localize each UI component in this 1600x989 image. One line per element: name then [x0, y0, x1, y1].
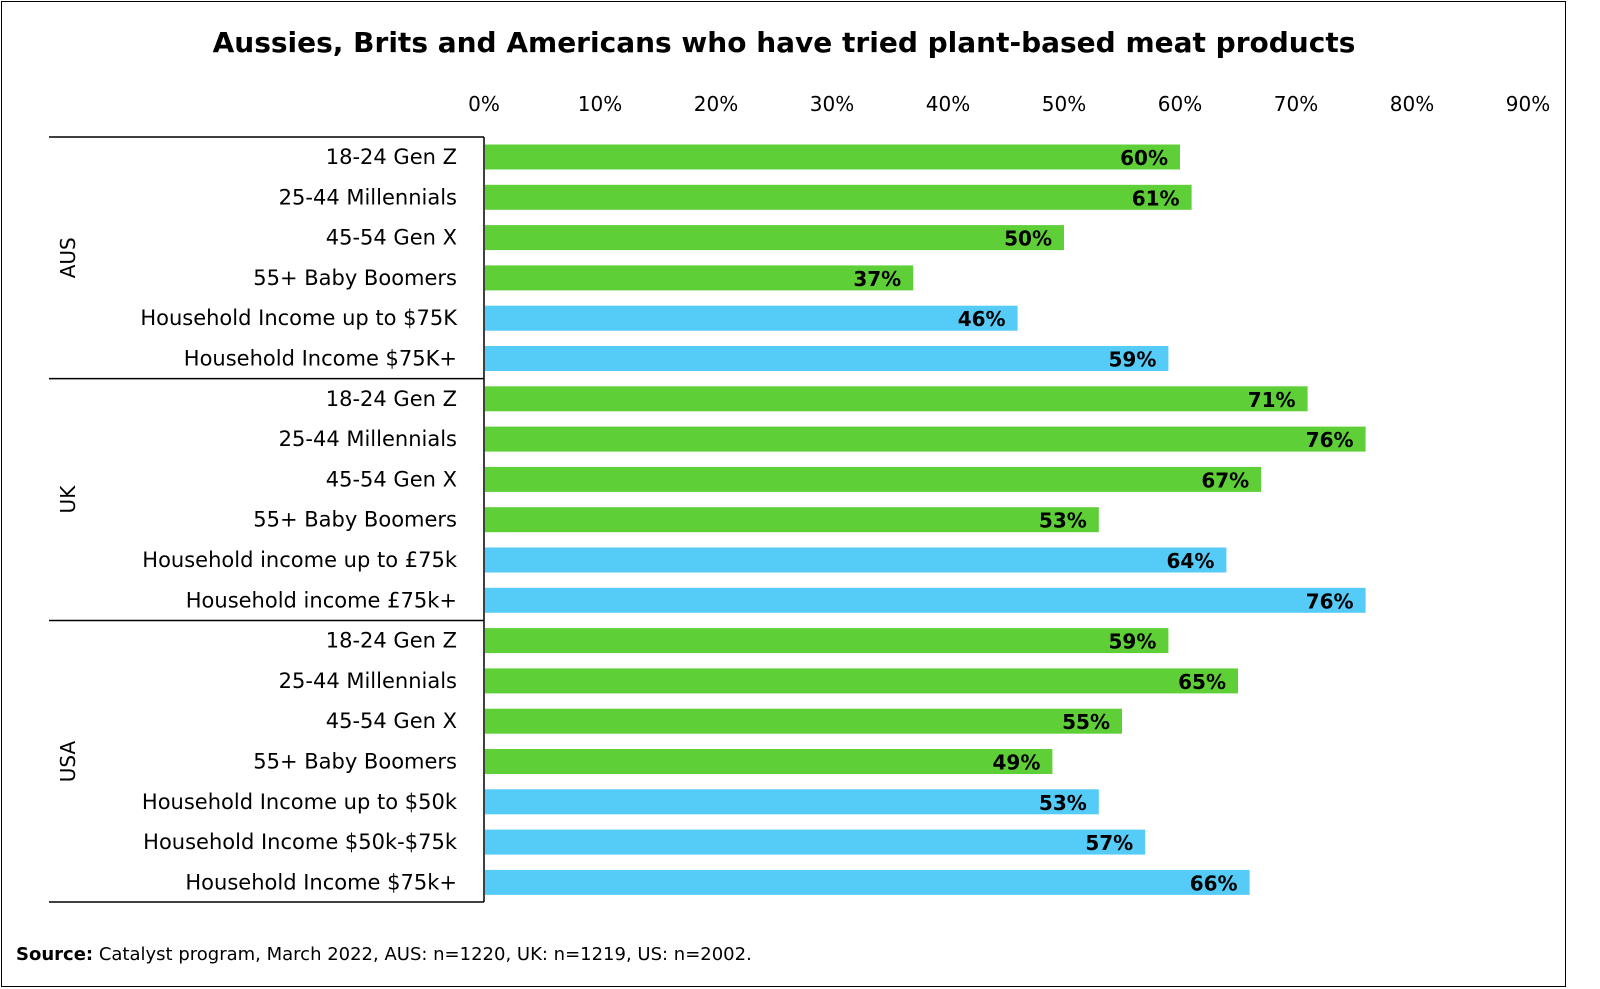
- category-label: Household Income up to $75K: [140, 306, 458, 330]
- axis-lines: [49, 136, 485, 903]
- x-tick-label: 90%: [1506, 92, 1550, 116]
- bar-usa-generation: [485, 668, 1238, 694]
- bar-usa-generation: [485, 749, 1053, 774]
- bar-uk-generation: [485, 426, 1366, 452]
- bars: [485, 144, 1366, 895]
- category-label: Household income up to £75k: [142, 548, 458, 572]
- bar-usa-generation: [485, 628, 1169, 654]
- category-label: 25-44 Millennials: [279, 427, 457, 451]
- bar-uk-generation: [485, 507, 1099, 533]
- bar-uk-generation: [485, 386, 1308, 412]
- data-label: 46%: [958, 307, 1006, 331]
- source-note: Source: Catalyst program, March 2022, AU…: [16, 944, 752, 965]
- category-label: Household Income up to $50k: [142, 790, 458, 814]
- data-label: 65%: [1178, 670, 1226, 694]
- bar-aus-generation: [485, 265, 914, 291]
- bar-usa-generation: [485, 708, 1122, 734]
- x-tick-label: 40%: [926, 92, 970, 116]
- category-label: 45-54 Gen X: [326, 467, 457, 491]
- source-label: Source:: [16, 944, 94, 965]
- x-tick-label: 30%: [810, 92, 854, 116]
- category-label: Household Income $50k-$75k: [143, 830, 458, 854]
- data-label: 49%: [993, 751, 1041, 775]
- x-tick-label: 10%: [578, 92, 622, 116]
- data-label: 71%: [1248, 388, 1296, 412]
- data-label: 61%: [1132, 186, 1180, 210]
- bar-usa-income: [485, 869, 1250, 895]
- bar-uk-income: [485, 587, 1366, 613]
- bar-aus-generation: [485, 144, 1180, 170]
- data-label: 59%: [1109, 348, 1157, 372]
- category-label: 18-24 Gen Z: [326, 387, 457, 411]
- category-label: 25-44 Millennials: [279, 185, 457, 209]
- group-label-usa: USA: [56, 740, 80, 782]
- data-label: 76%: [1306, 428, 1354, 452]
- source-text: Catalyst program, March 2022, AUS: n=122…: [93, 944, 752, 965]
- chart-frame: [1, 1, 1566, 987]
- data-labels: 60% 61% 50% 37% 46% 59% 71% 76% 67% 53% 64% 76% 59% 6…: [853, 146, 1353, 895]
- bar-aus-income: [485, 346, 1169, 371]
- x-tick-label: 80%: [1390, 92, 1434, 116]
- category-labels: 18-24 Gen Z 25-44 Millennials 45-54 Gen X 5…: [140, 145, 458, 894]
- data-label: 60%: [1120, 146, 1168, 170]
- bar-uk-generation: [485, 466, 1262, 492]
- data-label: 53%: [1039, 509, 1087, 533]
- category-label: 55+ Baby Boomers: [253, 266, 457, 290]
- data-label: 55%: [1062, 710, 1110, 734]
- data-label: 64%: [1167, 549, 1215, 573]
- category-label: 55+ Baby Boomers: [253, 508, 457, 532]
- group-label-aus: AUS: [56, 237, 80, 278]
- data-label: 76%: [1306, 589, 1354, 613]
- data-label: 66%: [1190, 871, 1238, 895]
- category-label: 18-24 Gen Z: [326, 145, 457, 169]
- category-label: 45-54 Gen X: [326, 709, 457, 733]
- category-label: 25-44 Millennials: [279, 669, 457, 693]
- data-label: 57%: [1085, 831, 1133, 855]
- bar-usa-income: [485, 829, 1146, 855]
- group-label-uk: UK: [56, 485, 80, 514]
- x-tick-label: 60%: [1158, 92, 1202, 116]
- category-label: 55+ Baby Boomers: [253, 750, 457, 774]
- category-label: 45-54 Gen X: [326, 226, 457, 250]
- chart-title: Aussies, Brits and Americans who have tr…: [213, 26, 1356, 59]
- bar-aus-income: [485, 305, 1018, 331]
- x-tick-label: 20%: [694, 92, 738, 116]
- data-label: 50%: [1004, 227, 1052, 251]
- bar-aus-generation: [485, 184, 1192, 210]
- group-labels: AUS UK USA: [56, 237, 80, 782]
- x-axis-ticks: 0% 10% 20% 30% 40% 50% 60% 70% 80% 90%: [468, 92, 1550, 116]
- data-label: 67%: [1201, 468, 1249, 492]
- x-tick-label: 50%: [1042, 92, 1086, 116]
- data-label: 37%: [853, 267, 901, 291]
- bar-aus-generation: [485, 225, 1064, 251]
- category-label: Household income £75k+: [186, 588, 457, 612]
- category-label: Household Income $75K+: [184, 347, 457, 371]
- x-tick-label: 70%: [1274, 92, 1318, 116]
- data-label: 53%: [1039, 791, 1087, 815]
- bar-uk-income: [485, 547, 1227, 573]
- data-label: 59%: [1109, 630, 1157, 654]
- bar-usa-income: [485, 789, 1099, 815]
- x-tick-label: 0%: [468, 92, 500, 116]
- category-label: Household Income $75k+: [185, 870, 457, 894]
- category-label: 18-24 Gen Z: [326, 629, 457, 653]
